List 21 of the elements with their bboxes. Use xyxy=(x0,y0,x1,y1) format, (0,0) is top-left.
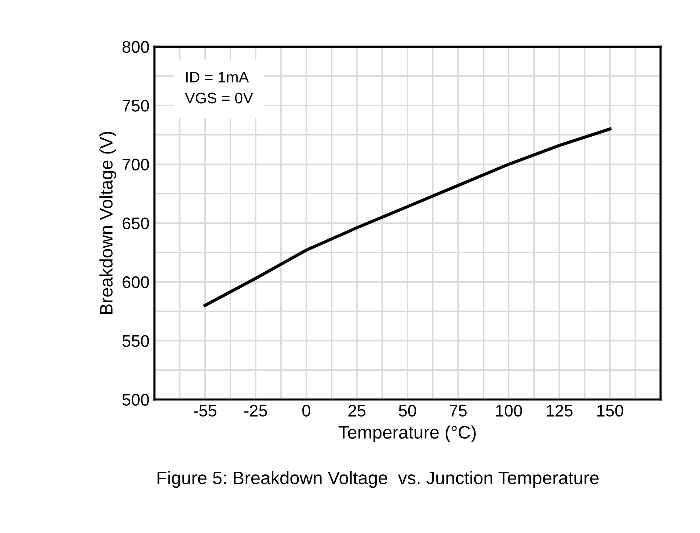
x-tick-label: 100 xyxy=(496,405,522,417)
y-tick-label: 700 xyxy=(122,158,150,171)
y-tick-label: 750 xyxy=(122,100,150,112)
x-tick-label: -25 xyxy=(244,405,268,417)
x-tick-label: -55 xyxy=(194,405,217,417)
y-tick-label: 500 xyxy=(122,394,150,406)
y-tick-label: 650 xyxy=(122,218,150,230)
x-tick-label: 25 xyxy=(348,405,366,417)
line-series xyxy=(204,128,612,308)
annotation: ID = 1mA VGS = 0V xyxy=(185,72,254,104)
x-tick-label: 150 xyxy=(598,405,624,417)
text: Figure 5: Breakdown Voltage vs. Junction Temperature xyxy=(158,471,599,488)
y-tick-label: 600 xyxy=(122,276,150,288)
x-tick-label: 50 xyxy=(399,405,416,417)
x-axis-title: Temperature (°C) xyxy=(338,426,476,443)
y-axis-title: Breakdown Voltage (V) xyxy=(100,132,116,314)
y-tick-label: 800 xyxy=(122,41,150,54)
x-tick-label: 0 xyxy=(302,405,311,417)
y-tick-label: 550 xyxy=(122,335,150,348)
x-tick-label: 125 xyxy=(546,405,573,417)
x-tick-label: 75 xyxy=(450,405,467,417)
